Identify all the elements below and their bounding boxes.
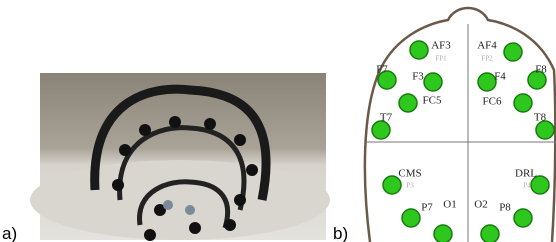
electrode-label: F8 xyxy=(535,64,547,76)
electrode xyxy=(372,121,390,139)
electrode-label: T8 xyxy=(534,112,547,124)
electrode-label: FC5 xyxy=(423,95,442,107)
electrode-label: F4 xyxy=(494,71,506,83)
figure: a) b) AF3 FP1 AF4 FP2 F7 F3 F4 F8 FC5 FC6 T7 T8 CMS P… xyxy=(0,0,556,242)
electrode-label: F7 xyxy=(376,64,388,76)
electrode-label: CMS xyxy=(398,168,421,180)
electrode xyxy=(536,121,554,139)
electrode-label: P8 xyxy=(499,202,511,214)
electrode-sublabel: P3 xyxy=(406,182,414,190)
electrode-sublabel: FP1 xyxy=(435,55,447,63)
electrode-label: AF3 xyxy=(431,40,451,52)
electrode xyxy=(514,94,532,112)
electrode xyxy=(514,209,532,227)
electrode-label: FC6 xyxy=(483,96,502,108)
panel-label: a) xyxy=(2,224,17,242)
electrode xyxy=(399,94,417,112)
electrode-label: T7 xyxy=(380,112,393,124)
headset-photo xyxy=(30,73,330,241)
electrode-label: F3 xyxy=(412,71,424,83)
electrode xyxy=(402,209,420,227)
electrode-sublabel: FP2 xyxy=(481,55,493,63)
electrode xyxy=(434,225,452,242)
electrode-sublabel: P4 xyxy=(523,182,531,190)
head-map xyxy=(365,8,556,242)
electrode-label: P7 xyxy=(421,202,433,214)
electrode-label: O1 xyxy=(443,199,456,211)
electrode xyxy=(410,41,428,59)
electrode-label: O2 xyxy=(474,199,487,211)
electrode-label: DRL xyxy=(515,168,537,180)
electrode xyxy=(424,73,442,91)
panel-label: b) xyxy=(333,224,348,242)
electrode xyxy=(481,225,499,242)
electrode-label: AF4 xyxy=(477,40,497,52)
electrode xyxy=(504,43,522,61)
